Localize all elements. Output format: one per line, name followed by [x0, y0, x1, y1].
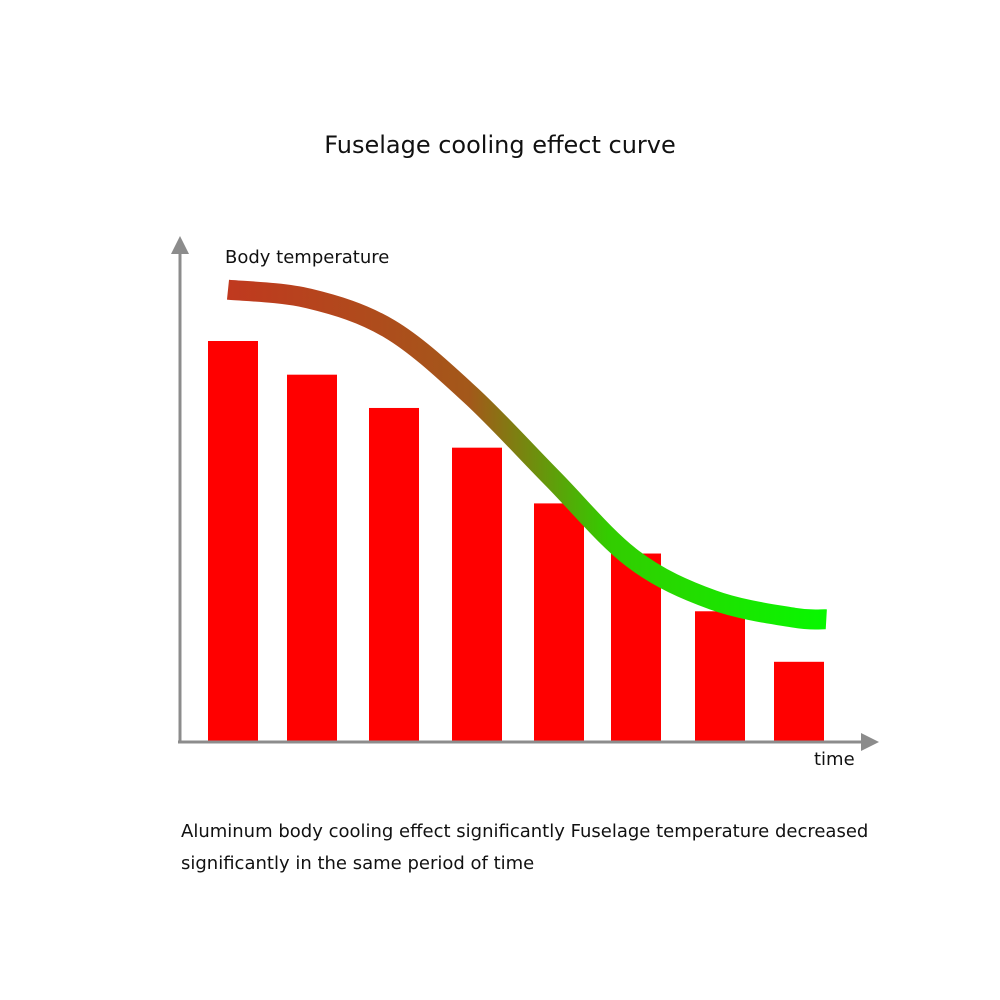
bar-1 [208, 341, 258, 742]
y-axis-label: Body temperature [225, 247, 390, 268]
axes-layer [171, 236, 879, 751]
bar-8 [774, 661, 824, 742]
temperature-curve [226, 279, 827, 630]
y-axis-arrow-icon [171, 236, 189, 254]
bar-2 [287, 374, 337, 742]
caption-line-1: Aluminum body cooling effect significant… [181, 821, 869, 842]
bar-7 [695, 611, 745, 742]
x-axis-label: time [814, 749, 855, 770]
x-axis-arrow-icon [861, 733, 879, 751]
bar-3 [369, 407, 419, 742]
chart-title: Fuselage cooling effect curve [324, 131, 676, 159]
bars-layer [208, 341, 824, 742]
bar-4 [452, 447, 502, 742]
bar-5 [534, 503, 584, 742]
bar-6 [611, 553, 661, 742]
caption-line-2: significantly in the same period of time [181, 853, 535, 874]
caption: Aluminum body cooling effect significant… [181, 816, 881, 880]
